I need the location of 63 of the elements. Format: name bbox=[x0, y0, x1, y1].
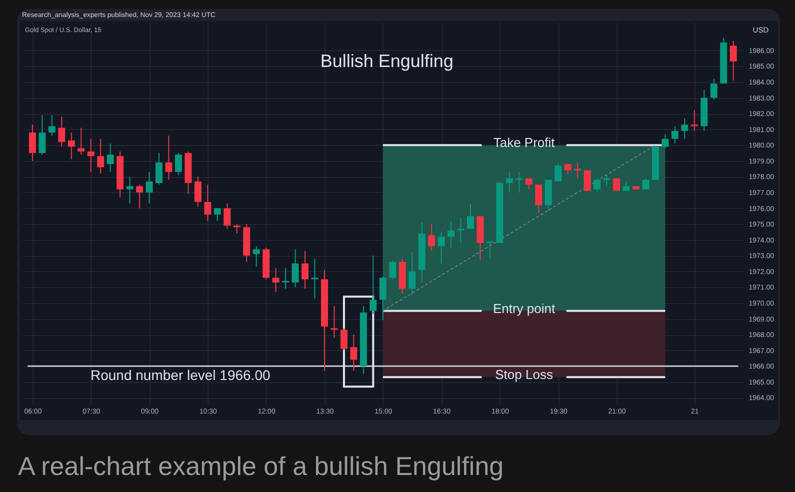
ref-line-label: Round number level 1966.00 bbox=[90, 367, 270, 384]
candlestick bbox=[379, 276, 386, 321]
candlestick bbox=[272, 268, 280, 292]
candlestick bbox=[428, 224, 436, 252]
candlestick bbox=[448, 220, 455, 248]
candlestick bbox=[710, 78, 718, 100]
candlestick bbox=[408, 252, 416, 296]
candlestick bbox=[370, 255, 377, 315]
candlestick bbox=[204, 184, 212, 222]
candlestick bbox=[330, 306, 338, 338]
band-label: Take Profit bbox=[493, 135, 556, 150]
candlestick bbox=[146, 171, 153, 204]
text: A real-chart example of a bullish Engulfing bbox=[18, 451, 504, 481]
candlestick bbox=[136, 184, 144, 209]
candlestick bbox=[389, 260, 396, 280]
candlestick bbox=[87, 138, 94, 172]
candlestick bbox=[311, 258, 318, 299]
candlestick bbox=[48, 114, 56, 136]
candlestick bbox=[662, 134, 669, 149]
candlestick bbox=[165, 135, 172, 180]
candlestick bbox=[252, 246, 260, 268]
candlestick bbox=[194, 176, 202, 208]
candlestick bbox=[28, 124, 36, 162]
candlestick bbox=[622, 180, 630, 192]
candlestick bbox=[174, 152, 182, 176]
candlestick bbox=[106, 143, 114, 172]
candlestick bbox=[350, 334, 358, 372]
candlestick bbox=[671, 126, 678, 144]
candlestick bbox=[564, 164, 572, 174]
candlestick bbox=[214, 208, 221, 222]
candlestick bbox=[554, 164, 562, 182]
candlestick bbox=[68, 132, 75, 160]
candlestick bbox=[516, 171, 523, 193]
candlestick bbox=[486, 240, 494, 260]
candlestick bbox=[224, 203, 231, 230]
band-label: Stop Loss bbox=[495, 367, 554, 382]
candlestick bbox=[126, 176, 134, 204]
candlestick bbox=[438, 231, 445, 264]
candlestick bbox=[302, 250, 309, 290]
candlestick bbox=[457, 217, 464, 244]
candlestick bbox=[574, 162, 582, 179]
annotation: Entry point bbox=[492, 300, 556, 316]
candlestick bbox=[156, 152, 163, 186]
candlestick bbox=[642, 178, 650, 190]
candlestick bbox=[690, 110, 698, 132]
candlestick bbox=[292, 248, 299, 288]
candlestick bbox=[78, 127, 85, 156]
candlestick bbox=[233, 224, 240, 234]
candlestick bbox=[58, 116, 66, 148]
candlestick bbox=[506, 171, 513, 193]
candlestick bbox=[97, 138, 104, 174]
candlestick bbox=[613, 178, 620, 192]
candlestick bbox=[282, 268, 290, 290]
candlestick bbox=[340, 328, 348, 351]
text: Bullish Engulfing bbox=[320, 51, 454, 71]
candlestick bbox=[467, 203, 474, 230]
candlestick bbox=[38, 114, 46, 156]
candlestick bbox=[584, 170, 591, 192]
candlestick bbox=[594, 178, 601, 193]
candlestick bbox=[535, 184, 542, 214]
candlestick bbox=[730, 40, 737, 81]
candlestick bbox=[603, 174, 610, 187]
candlestick bbox=[681, 118, 688, 140]
